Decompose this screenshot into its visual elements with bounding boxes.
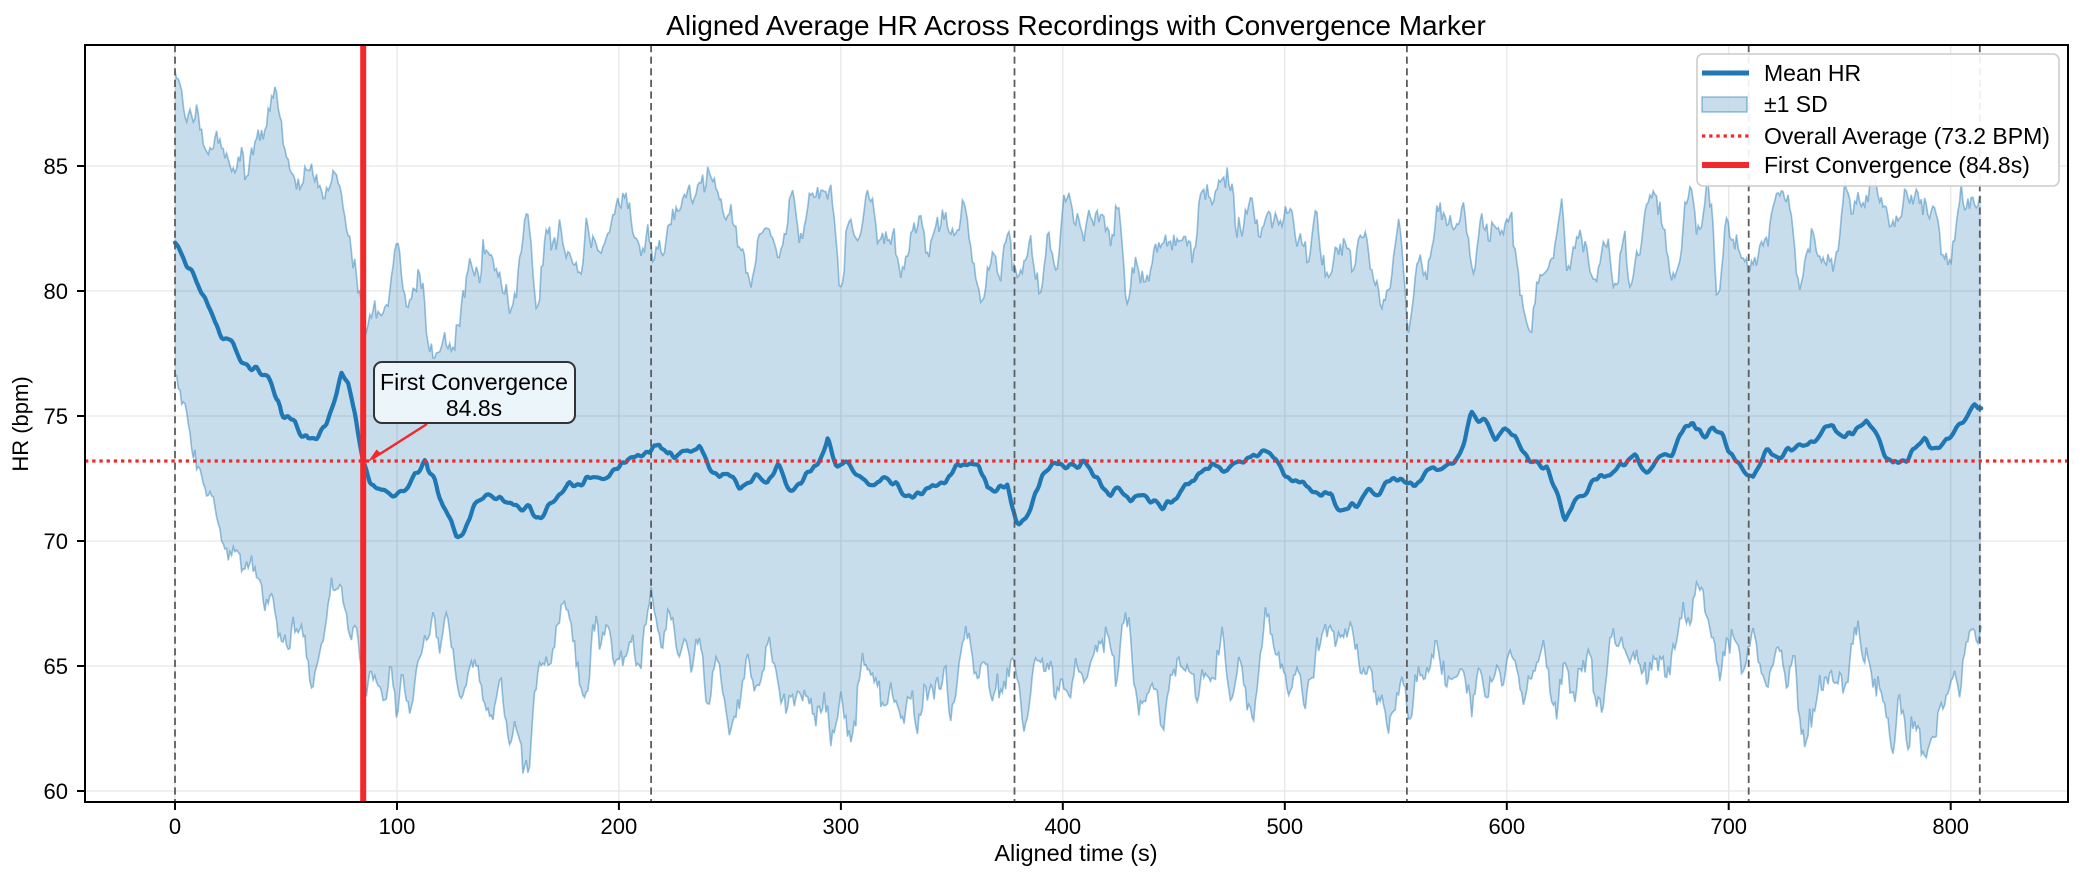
svg-text:65: 65 xyxy=(44,654,68,679)
svg-text:300: 300 xyxy=(823,814,860,839)
svg-text:Overall Average (73.2 BPM): Overall Average (73.2 BPM) xyxy=(1764,123,2050,149)
svg-text:75: 75 xyxy=(44,404,68,429)
svg-text:First Convergence: First Convergence xyxy=(380,369,568,395)
svg-text:400: 400 xyxy=(1044,814,1081,839)
svg-text:200: 200 xyxy=(601,814,638,839)
svg-text:84.8s: 84.8s xyxy=(446,395,502,421)
svg-text:60: 60 xyxy=(44,779,68,804)
svg-text:HR (bpm): HR (bpm) xyxy=(8,376,33,471)
svg-text:70: 70 xyxy=(44,529,68,554)
svg-text:Mean HR: Mean HR xyxy=(1764,60,1861,86)
svg-text:100: 100 xyxy=(379,814,416,839)
svg-text:85: 85 xyxy=(44,154,68,179)
svg-text:700: 700 xyxy=(1710,814,1747,839)
svg-text:80: 80 xyxy=(44,279,68,304)
svg-text:500: 500 xyxy=(1266,814,1303,839)
svg-text:First Convergence (84.8s): First Convergence (84.8s) xyxy=(1764,152,2030,178)
svg-text:0: 0 xyxy=(169,814,181,839)
svg-text:600: 600 xyxy=(1488,814,1525,839)
svg-text:Aligned Average HR Across Reco: Aligned Average HR Across Recordings wit… xyxy=(666,10,1486,41)
svg-text:Aligned time (s): Aligned time (s) xyxy=(994,840,1157,866)
svg-text:±1 SD: ±1 SD xyxy=(1764,91,1828,117)
svg-text:800: 800 xyxy=(1932,814,1969,839)
